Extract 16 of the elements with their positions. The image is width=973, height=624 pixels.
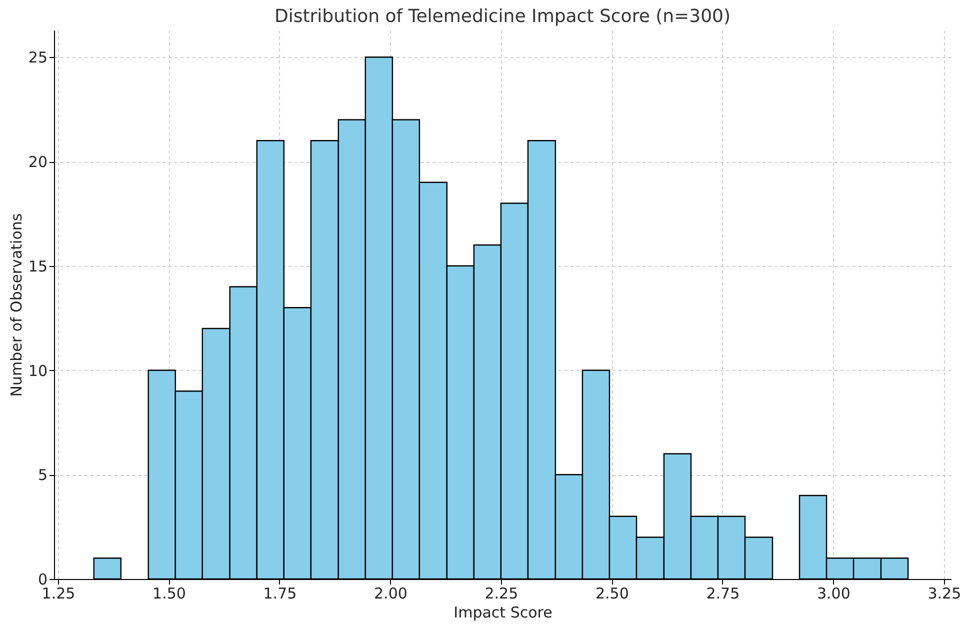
x-tick-label: 2.75 [706,584,740,602]
y-tick-label: 5 [38,466,48,484]
y-axis-title: Number of Observations [7,213,26,397]
x-tick-label: 3.00 [816,584,850,602]
x-tick-label: 1.75 [263,584,297,602]
y-tick-label: 20 [28,153,48,172]
x-axis-title: Impact Score [454,604,552,622]
x-tick-label: 3.25 [928,584,962,602]
y-tick-label: 15 [28,257,48,276]
chart-title: Distribution of Telemedicine Impact Score (n=300) [274,6,731,27]
x-tick-label: 1.50 [152,584,186,602]
x-tick-label: 2.50 [595,584,629,602]
x-tick-label: 2.00 [374,584,408,602]
y-tick-label: 10 [28,362,48,380]
x-tick-label: 2.25 [484,584,518,602]
y-tick-label: 25 [28,48,48,67]
